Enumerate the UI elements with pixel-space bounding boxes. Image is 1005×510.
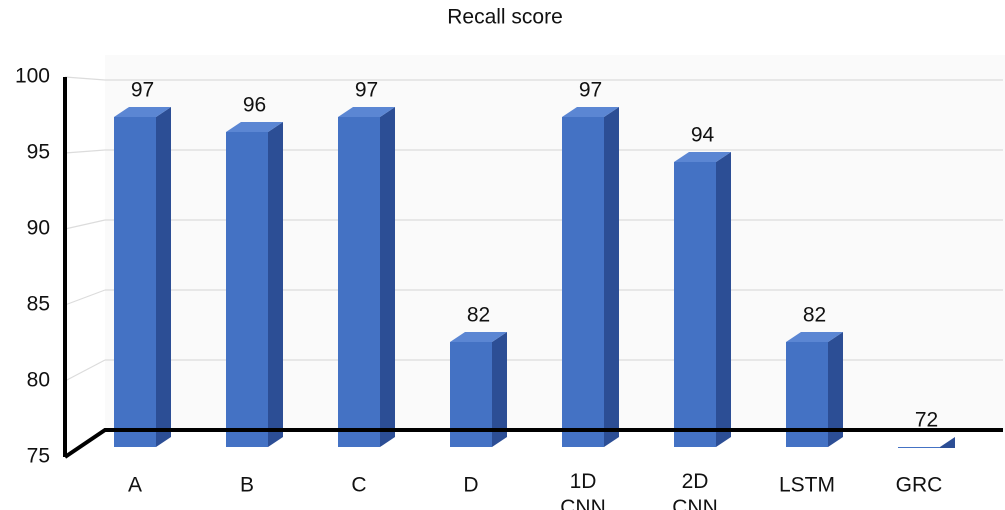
y-tick-label: 85 [27, 293, 50, 316]
bar-side [268, 122, 283, 447]
x-tick-label: 2D CNN [672, 469, 718, 510]
bar-side [828, 332, 843, 447]
value-label: 97 [355, 79, 378, 102]
value-label: 97 [131, 79, 154, 102]
bar-side [604, 107, 619, 447]
grid-line [64, 359, 106, 382]
grid-line [64, 149, 106, 154]
bar [338, 117, 380, 447]
bar-side [716, 152, 731, 447]
bar-side [380, 107, 395, 447]
x-tick-label: C [351, 474, 366, 497]
bar-top [562, 107, 619, 117]
x-tick-label: 1D CNN [560, 469, 606, 510]
chart-title: Recall score [447, 6, 563, 29]
y-tick-label: 80 [27, 369, 50, 392]
grid-line [64, 289, 106, 306]
x-tick-label: D [463, 474, 478, 497]
value-label: 82 [467, 304, 490, 327]
x-tick-label: GRC [896, 474, 943, 497]
value-label: 82 [803, 304, 826, 327]
bar [674, 162, 716, 447]
x-tick-label: A [128, 474, 142, 497]
x-tick-label: LSTM [779, 474, 835, 497]
bar-side [940, 437, 955, 448]
bar [226, 132, 268, 447]
value-label: 72 [915, 409, 938, 432]
bar [562, 117, 604, 447]
bar-top [450, 332, 507, 342]
bar-top [786, 332, 843, 342]
value-label: 97 [579, 79, 602, 102]
value-label: 94 [691, 124, 715, 147]
y-tick-label: 90 [27, 217, 50, 240]
grid-line [64, 219, 106, 230]
grid-line [64, 76, 106, 81]
bars [114, 107, 955, 448]
value-label: 96 [243, 94, 266, 117]
bar-top [338, 107, 395, 117]
y-tick-label: 95 [27, 141, 50, 164]
y-tick-label: 75 [27, 445, 50, 468]
bar-top [674, 152, 731, 162]
y-tick-label: 100 [15, 65, 50, 88]
bar-side [156, 107, 171, 447]
x-axis [63, 428, 1003, 459]
x-tick-label: B [240, 474, 254, 497]
bar-top [226, 122, 283, 132]
bar-side [492, 332, 507, 447]
bar [898, 447, 940, 448]
bar [114, 117, 156, 447]
bar-top [114, 107, 171, 117]
